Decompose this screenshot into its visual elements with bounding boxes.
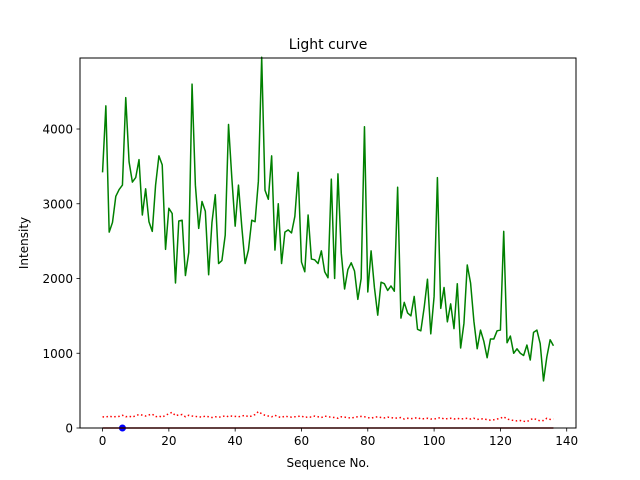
plot-frame — [79, 57, 577, 429]
y-tick-label: 3000 — [42, 197, 73, 211]
plot-area — [80, 58, 576, 428]
x-tick-label: 120 — [489, 434, 512, 448]
y-tick-label: 1000 — [42, 347, 73, 361]
chart-title: Light curve — [289, 37, 368, 53]
series-0-line — [101, 56, 555, 382]
x-ticks: 0 20 40 60 80 100 120 140 — [99, 428, 578, 448]
y-axis-label: Intensity — [17, 217, 31, 269]
y-tick-label: 4000 — [42, 123, 73, 137]
x-tick-label: 100 — [423, 434, 446, 448]
y-tick-label: 0 — [65, 422, 73, 436]
y-tick-label: 2000 — [42, 272, 73, 286]
x-tick-label: 20 — [161, 434, 176, 448]
series-1-line — [102, 410, 554, 423]
x-tick-label: 60 — [294, 434, 309, 448]
x-axis-label: Sequence No. — [287, 456, 370, 470]
x-tick-label: 40 — [228, 434, 243, 448]
x-tick-label: 80 — [360, 434, 375, 448]
y-ticks: 0 1000 2000 3000 4000 — [42, 123, 80, 436]
x-tick-label: 0 — [99, 434, 107, 448]
x-tick-label: 140 — [555, 434, 578, 448]
